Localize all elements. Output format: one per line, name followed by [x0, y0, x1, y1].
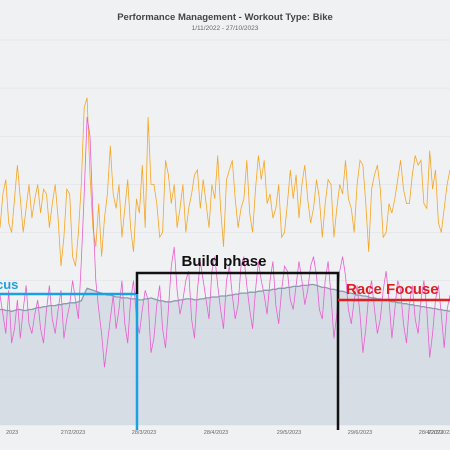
x-tick-labels: 2023 27/2/2023 28/3/2023 28/4/2023 29/5/2023…	[6, 430, 450, 436]
phase-bracket-build	[135, 271, 340, 430]
x-tick-label: 29/5/2023	[277, 430, 301, 436]
chart-title: Performance Management - Workout Type: B…	[117, 12, 333, 23]
x-tick-label: 22/7/2023	[428, 430, 450, 436]
x-tick-label: 28/4/2023	[419, 430, 443, 436]
series-line-1	[0, 116, 450, 368]
phase-label-focus: cus	[0, 277, 18, 292]
x-tick-label: 29/6/2023	[348, 430, 372, 436]
phase-label-build: Build phase	[181, 253, 266, 270]
x-tick-label: 27/2/2023	[61, 430, 85, 436]
x-tick-label: 2023	[6, 430, 18, 436]
phase-label-race: Race Focuse	[346, 281, 439, 298]
x-tick-label: 28/3/2023	[132, 430, 156, 436]
series-lines	[0, 97, 450, 368]
phase-annotations: cus Build phase Race Focuse	[0, 253, 450, 430]
chart-subtitle: 1/11/2022 - 27/10/2023	[191, 25, 259, 32]
x-tick-label: 28/4/2023	[204, 430, 228, 436]
series-line-fitness	[0, 283, 450, 313]
series-line-0	[0, 97, 450, 267]
